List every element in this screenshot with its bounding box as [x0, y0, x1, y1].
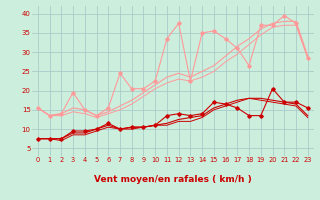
X-axis label: Vent moyen/en rafales ( km/h ): Vent moyen/en rafales ( km/h ) — [94, 174, 252, 184]
